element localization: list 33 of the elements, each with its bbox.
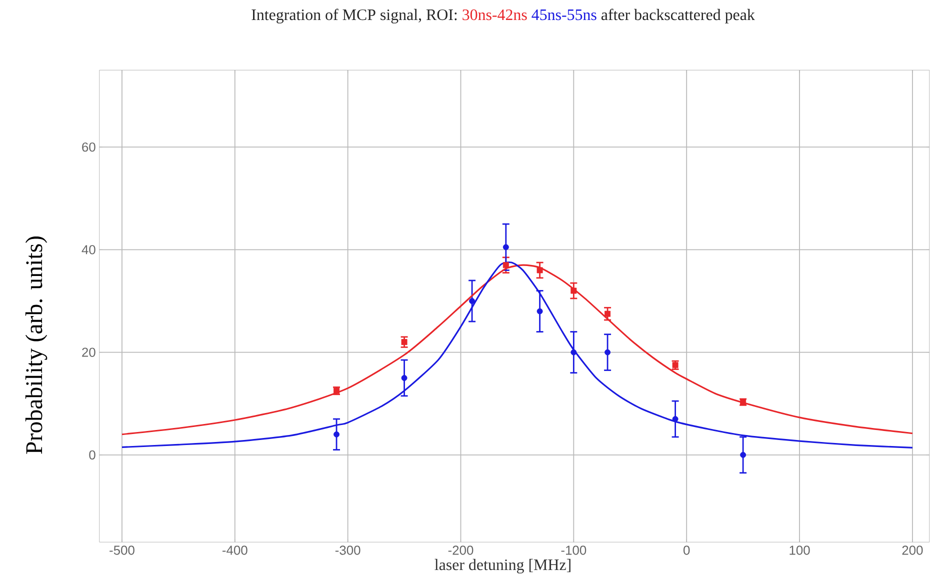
x-tick-label: -300 [335,546,360,555]
point [672,416,678,422]
y-tick-label: 0 [89,450,96,460]
x-tick-label: -200 [448,546,474,555]
point [740,452,746,458]
y-tick-label: 60 [82,142,96,152]
point [570,288,577,294]
x-tick-label: -400 [222,546,248,555]
point [502,244,509,250]
point [604,349,611,356]
x-tick-label: -500 [110,546,134,555]
y-tick-label: 20 [82,348,96,357]
x-tick-label: 100 [790,546,810,555]
chart-title: Integration of MCP signal, ROI: [252,8,457,24]
x-tick-label: -100 [561,546,586,555]
point [469,298,476,304]
point [401,374,408,381]
point [502,262,509,268]
point [570,349,577,356]
text: 45ns-55ns [532,10,596,20]
text: 30ns-42ns [462,9,527,20]
point [672,362,678,368]
point [604,310,611,317]
y-axis-title: Probability (arb. units) [25,236,48,454]
x-tick-label: 200 [902,546,923,555]
chart-subtitle: after backscattered peak [601,8,755,24]
x-tick-label: 0 [683,546,690,555]
point [536,267,543,274]
x-axis-title: laser detuning [MHz] [434,558,570,574]
point [401,339,408,346]
point [334,431,340,438]
point [536,308,543,314]
y-tick-label: 40 [82,245,96,254]
